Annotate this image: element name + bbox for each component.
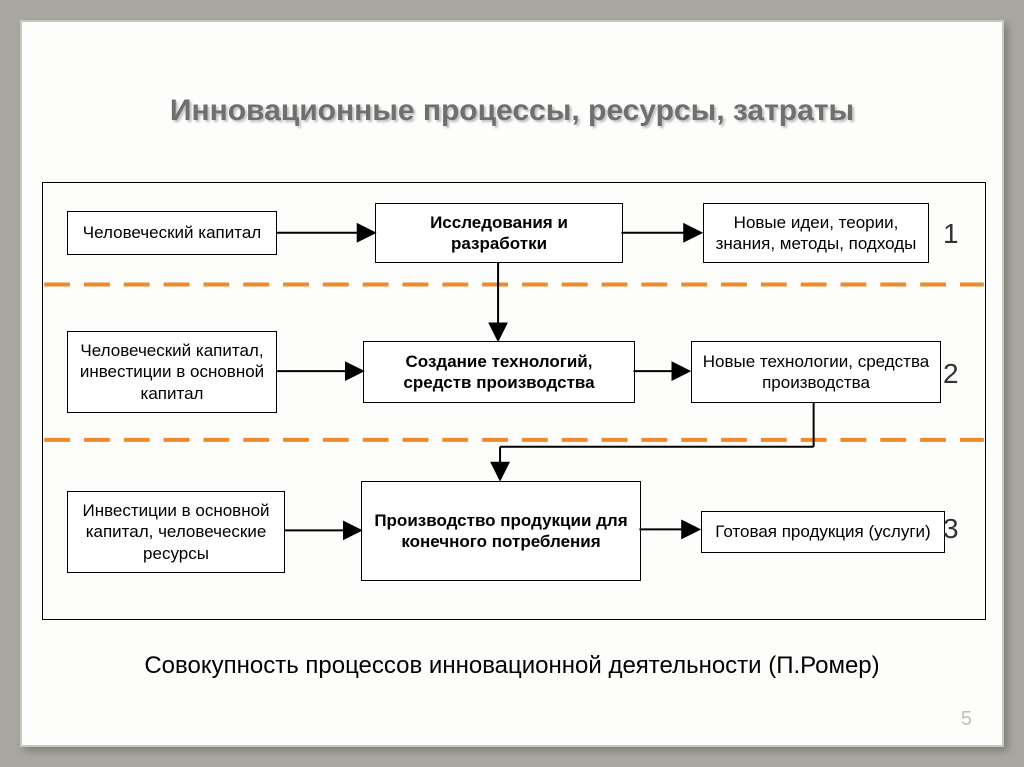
- page-number: 5: [961, 708, 972, 731]
- flowchart: Человеческий капитал Исследования и разра…: [42, 182, 986, 620]
- flow-node-n2c: Новые технологии, средства производства: [691, 341, 941, 403]
- flow-node-n1a: Человеческий капитал: [67, 211, 277, 255]
- flow-node-n1c: Новые идеи, теории, знания, методы, подх…: [703, 203, 929, 263]
- flow-node-n2a: Человеческий капитал, инвестиции в основ…: [67, 331, 277, 413]
- row-label-2: 2: [943, 358, 959, 390]
- slide-title: Инновационные процессы, ресурсы, затраты: [22, 94, 1002, 128]
- flow-node-n1b: Исследования и разработки: [375, 203, 623, 263]
- flow-node-n3c: Готовая продукция (услуги): [701, 511, 945, 553]
- flow-node-n2b: Создание технологий, средств производств…: [363, 341, 635, 403]
- flow-node-n3b: Производство продукции для конечного пот…: [361, 481, 641, 581]
- slide: Инновационные процессы, ресурсы, затраты…: [20, 20, 1004, 747]
- row-label-1: 1: [943, 218, 959, 250]
- slide-caption: Совокупность процессов инновационной дея…: [22, 652, 1002, 680]
- flow-node-n3a: Инвестиции в основной капитал, человечес…: [67, 491, 285, 573]
- row-label-3: 3: [943, 513, 959, 545]
